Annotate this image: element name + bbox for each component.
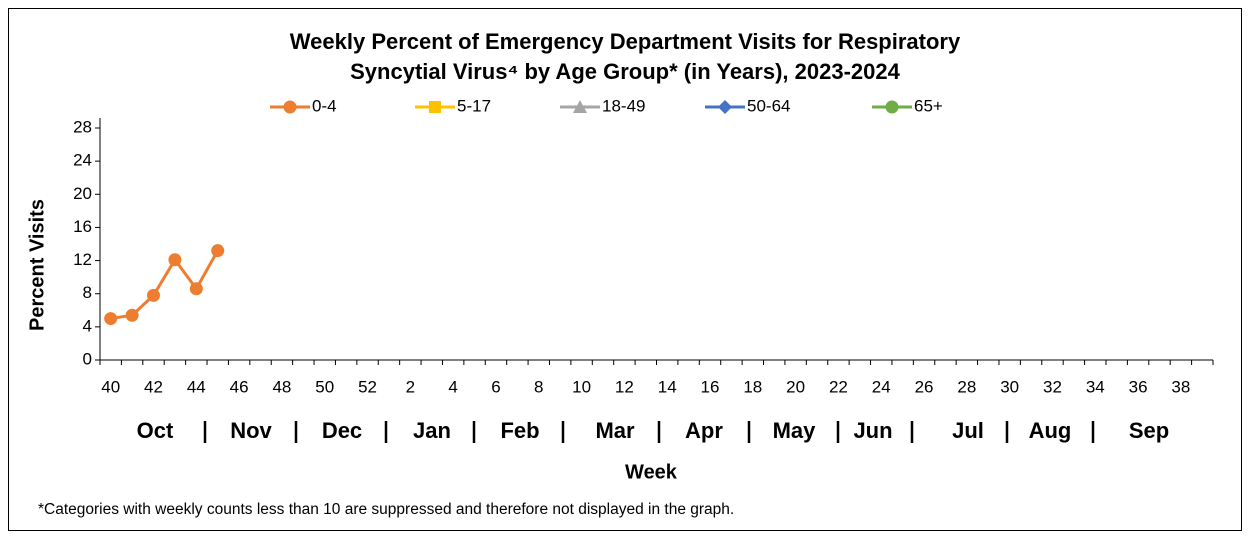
data-point bbox=[211, 244, 225, 258]
y-tick-label: 28 bbox=[73, 117, 92, 136]
x-tick-label: 12 bbox=[615, 377, 634, 396]
data-point bbox=[168, 253, 182, 267]
month-label: Aug bbox=[1029, 418, 1072, 443]
month-label: Jan bbox=[413, 418, 451, 443]
legend-marker bbox=[885, 100, 899, 114]
month-label: Jul bbox=[952, 418, 984, 443]
y-tick-label: 24 bbox=[73, 151, 92, 170]
x-tick-label: 18 bbox=[743, 377, 762, 396]
y-tick-label: 16 bbox=[73, 217, 92, 236]
x-tick-label: 8 bbox=[534, 377, 543, 396]
x-tick-label: 22 bbox=[829, 377, 848, 396]
month-label: Nov bbox=[230, 418, 272, 443]
legend-marker bbox=[429, 101, 441, 113]
x-tick-label: 34 bbox=[1086, 377, 1105, 396]
data-point bbox=[104, 312, 118, 326]
chart-title: Syncytial Virus⁴ by Age Group* (in Years… bbox=[350, 59, 900, 84]
month-label: Sep bbox=[1129, 418, 1169, 443]
x-tick-label: 2 bbox=[406, 377, 415, 396]
y-tick-label: 20 bbox=[73, 184, 92, 203]
y-tick-label: 4 bbox=[83, 316, 92, 335]
x-tick-label: 20 bbox=[786, 377, 805, 396]
x-tick-label: 50 bbox=[315, 377, 334, 396]
x-tick-label: 36 bbox=[1129, 377, 1148, 396]
y-tick-label: 0 bbox=[83, 349, 92, 368]
x-tick-label: 52 bbox=[358, 377, 377, 396]
x-tick-label: 10 bbox=[572, 377, 591, 396]
x-tick-label: 46 bbox=[230, 377, 249, 396]
legend-marker bbox=[283, 100, 297, 114]
chart-border bbox=[8, 8, 1242, 531]
data-point bbox=[125, 308, 139, 322]
y-tick-label: 8 bbox=[83, 283, 92, 302]
x-tick-label: 48 bbox=[272, 377, 291, 396]
x-tick-label: 6 bbox=[491, 377, 500, 396]
legend-marker bbox=[573, 100, 587, 113]
x-tick-label: 32 bbox=[1043, 377, 1062, 396]
x-tick-label: 26 bbox=[915, 377, 934, 396]
y-tick-label: 12 bbox=[73, 250, 92, 269]
legend-label: 18-49 bbox=[602, 96, 645, 115]
chart-title: Weekly Percent of Emergency Department V… bbox=[290, 29, 961, 54]
legend-label: 5-17 bbox=[457, 96, 491, 115]
x-tick-label: 4 bbox=[448, 377, 457, 396]
x-tick-label: 38 bbox=[1171, 377, 1190, 396]
y-axis-title: Percent Visits bbox=[26, 199, 48, 331]
month-label: May bbox=[773, 418, 817, 443]
legend-label: 65+ bbox=[914, 96, 943, 115]
footnote: *Categories with weekly counts less than… bbox=[38, 501, 734, 518]
x-tick-label: 28 bbox=[957, 377, 976, 396]
data-point bbox=[147, 288, 161, 302]
legend-label: 50-64 bbox=[747, 96, 790, 115]
x-tick-label: 30 bbox=[1000, 377, 1019, 396]
month-label: Dec bbox=[322, 418, 362, 443]
x-axis-title: Week bbox=[625, 461, 678, 483]
legend-label: 0-4 bbox=[312, 96, 337, 115]
data-point bbox=[189, 282, 203, 296]
x-tick-label: 24 bbox=[872, 377, 891, 396]
month-label: Mar bbox=[595, 418, 635, 443]
x-tick-label: 16 bbox=[701, 377, 720, 396]
month-label: Jun bbox=[853, 418, 892, 443]
legend-marker bbox=[718, 100, 732, 114]
x-tick-label: 44 bbox=[187, 377, 206, 396]
month-label: Feb bbox=[500, 418, 539, 443]
month-label: Apr bbox=[685, 418, 723, 443]
x-tick-label: 14 bbox=[658, 377, 677, 396]
x-tick-label: 40 bbox=[101, 377, 120, 396]
month-label: Oct bbox=[137, 418, 174, 443]
x-tick-label: 42 bbox=[144, 377, 163, 396]
